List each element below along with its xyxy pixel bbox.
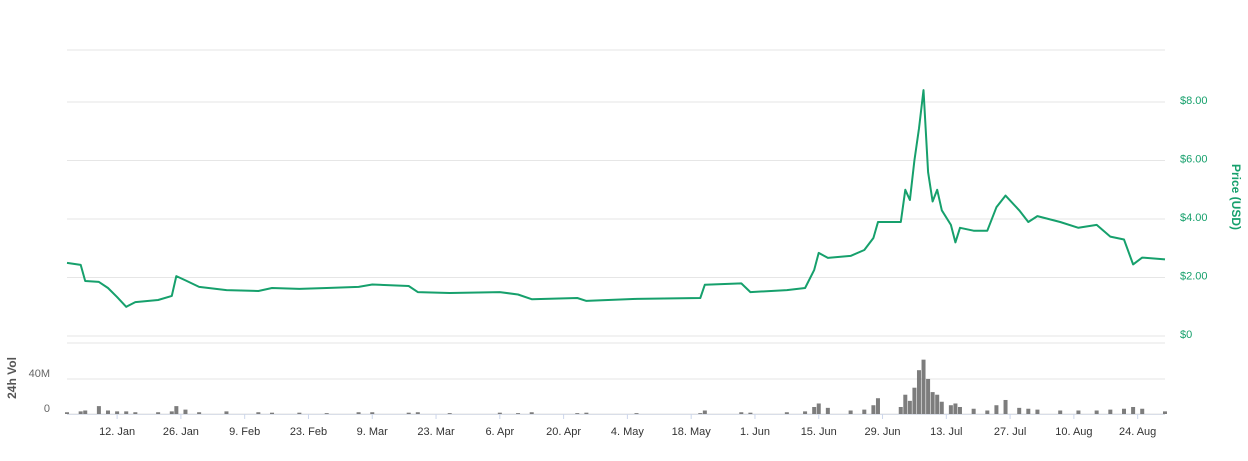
volume-bar — [698, 413, 703, 414]
x-tick-label: 27. Jul — [994, 426, 1026, 438]
x-tick-label: 15. Jun — [801, 426, 837, 438]
y-tick-label: 0 — [44, 403, 50, 415]
volume-bar — [907, 400, 912, 414]
volume-bar — [256, 412, 261, 414]
volume-bar — [1163, 411, 1167, 414]
volume-bar — [1076, 410, 1081, 414]
y-tick-label: $0 — [1180, 329, 1192, 341]
volume-bar — [1026, 408, 1031, 414]
volume-bar — [948, 405, 953, 414]
x-tick-label: 6. Apr — [485, 426, 514, 438]
volume-bar — [1108, 409, 1113, 414]
volume-bar — [156, 412, 161, 414]
x-tick-label: 4. May — [611, 426, 645, 438]
volume-bar — [848, 410, 853, 414]
x-tick-label: 26. Jan — [163, 426, 199, 438]
volume-bar — [96, 406, 101, 414]
volume-bar — [584, 412, 589, 414]
volume-bar — [324, 413, 329, 414]
volume-bar — [124, 411, 129, 414]
volume-bar — [78, 411, 83, 414]
volume-bar — [994, 405, 999, 414]
volume-bar — [1003, 399, 1008, 414]
volume-bar — [985, 410, 990, 414]
volume-bar — [875, 398, 880, 414]
volume-bar — [862, 409, 867, 414]
x-tick-label: 23. Mar — [417, 426, 455, 438]
volume-bar — [197, 412, 202, 414]
volume-bar — [174, 406, 179, 414]
volume-bar — [926, 378, 931, 414]
volume-bar — [183, 409, 188, 414]
volume-bar — [115, 411, 120, 414]
volume-bar — [1140, 408, 1145, 414]
x-tick-label: 13. Jul — [930, 426, 962, 438]
y-axis-title: 24h Vol — [5, 357, 19, 399]
volume-bar — [903, 394, 908, 414]
x-tick-label: 9. Feb — [229, 426, 260, 438]
x-tick-label: 23. Feb — [290, 426, 327, 438]
volume-bar — [529, 412, 534, 414]
volume-bar — [930, 392, 935, 414]
volume-bar — [297, 412, 302, 414]
volume-bar — [871, 405, 876, 414]
volume-bar — [65, 412, 69, 414]
volume-bar — [370, 412, 375, 414]
volume-bar — [497, 412, 502, 414]
volume-bar — [816, 403, 821, 414]
volume-bar — [935, 394, 940, 414]
x-tick-label: 29. Jun — [864, 426, 900, 438]
volume-bar — [1035, 409, 1040, 414]
price-line — [66, 89, 1166, 308]
volume-bar — [916, 370, 921, 414]
x-tick-label: 24. Aug — [1119, 426, 1156, 438]
volume-bar — [133, 412, 138, 414]
volume-bar — [803, 411, 808, 414]
x-tick-label: 10. Aug — [1055, 426, 1092, 438]
x-tick-label: 18. May — [672, 426, 712, 438]
volume-bar — [898, 406, 903, 414]
x-tick-label: 1. Jun — [740, 426, 770, 438]
volume-bar — [971, 408, 976, 414]
y-tick-label: $8.00 — [1180, 95, 1208, 107]
volume-bar — [1058, 410, 1063, 414]
volume-bar — [1094, 410, 1099, 414]
volume-bar — [784, 412, 789, 414]
y-tick-label: 40M — [29, 368, 50, 380]
volume-bar — [415, 412, 420, 414]
volume-bar — [921, 359, 926, 414]
volume-bar — [1131, 406, 1136, 414]
volume-bar — [169, 411, 174, 414]
volume-bar — [224, 411, 229, 414]
volume-bar — [739, 412, 744, 414]
volume-bar — [634, 413, 639, 414]
volume-bar — [356, 412, 361, 414]
x-tick-label: 12. Jan — [99, 426, 135, 438]
y-tick-label: $4.00 — [1180, 212, 1208, 224]
volume-bar — [953, 403, 958, 414]
y-axis-title: Price (USD) — [1229, 164, 1243, 230]
volume-bar — [825, 407, 830, 414]
volume-bar — [575, 413, 580, 414]
volume-bar — [1017, 407, 1022, 414]
volume-bar — [270, 412, 275, 414]
volume-bar — [447, 413, 452, 414]
volume-bar — [748, 412, 753, 414]
volume-bar — [912, 387, 917, 414]
volume-bar — [516, 413, 521, 414]
volume-bar — [1121, 408, 1126, 414]
volume-bar — [106, 410, 111, 414]
y-tick-label: $6.00 — [1180, 153, 1208, 165]
volume-bar — [702, 410, 707, 414]
volume-bar — [406, 412, 411, 414]
volume-bar — [957, 406, 962, 414]
x-tick-label: 20. Apr — [546, 426, 581, 438]
volume-bar — [812, 406, 817, 414]
volume-bar — [83, 410, 88, 414]
volume-bar — [939, 401, 944, 414]
x-tick-label: 9. Mar — [357, 426, 389, 438]
y-tick-label: $2.00 — [1180, 270, 1208, 282]
